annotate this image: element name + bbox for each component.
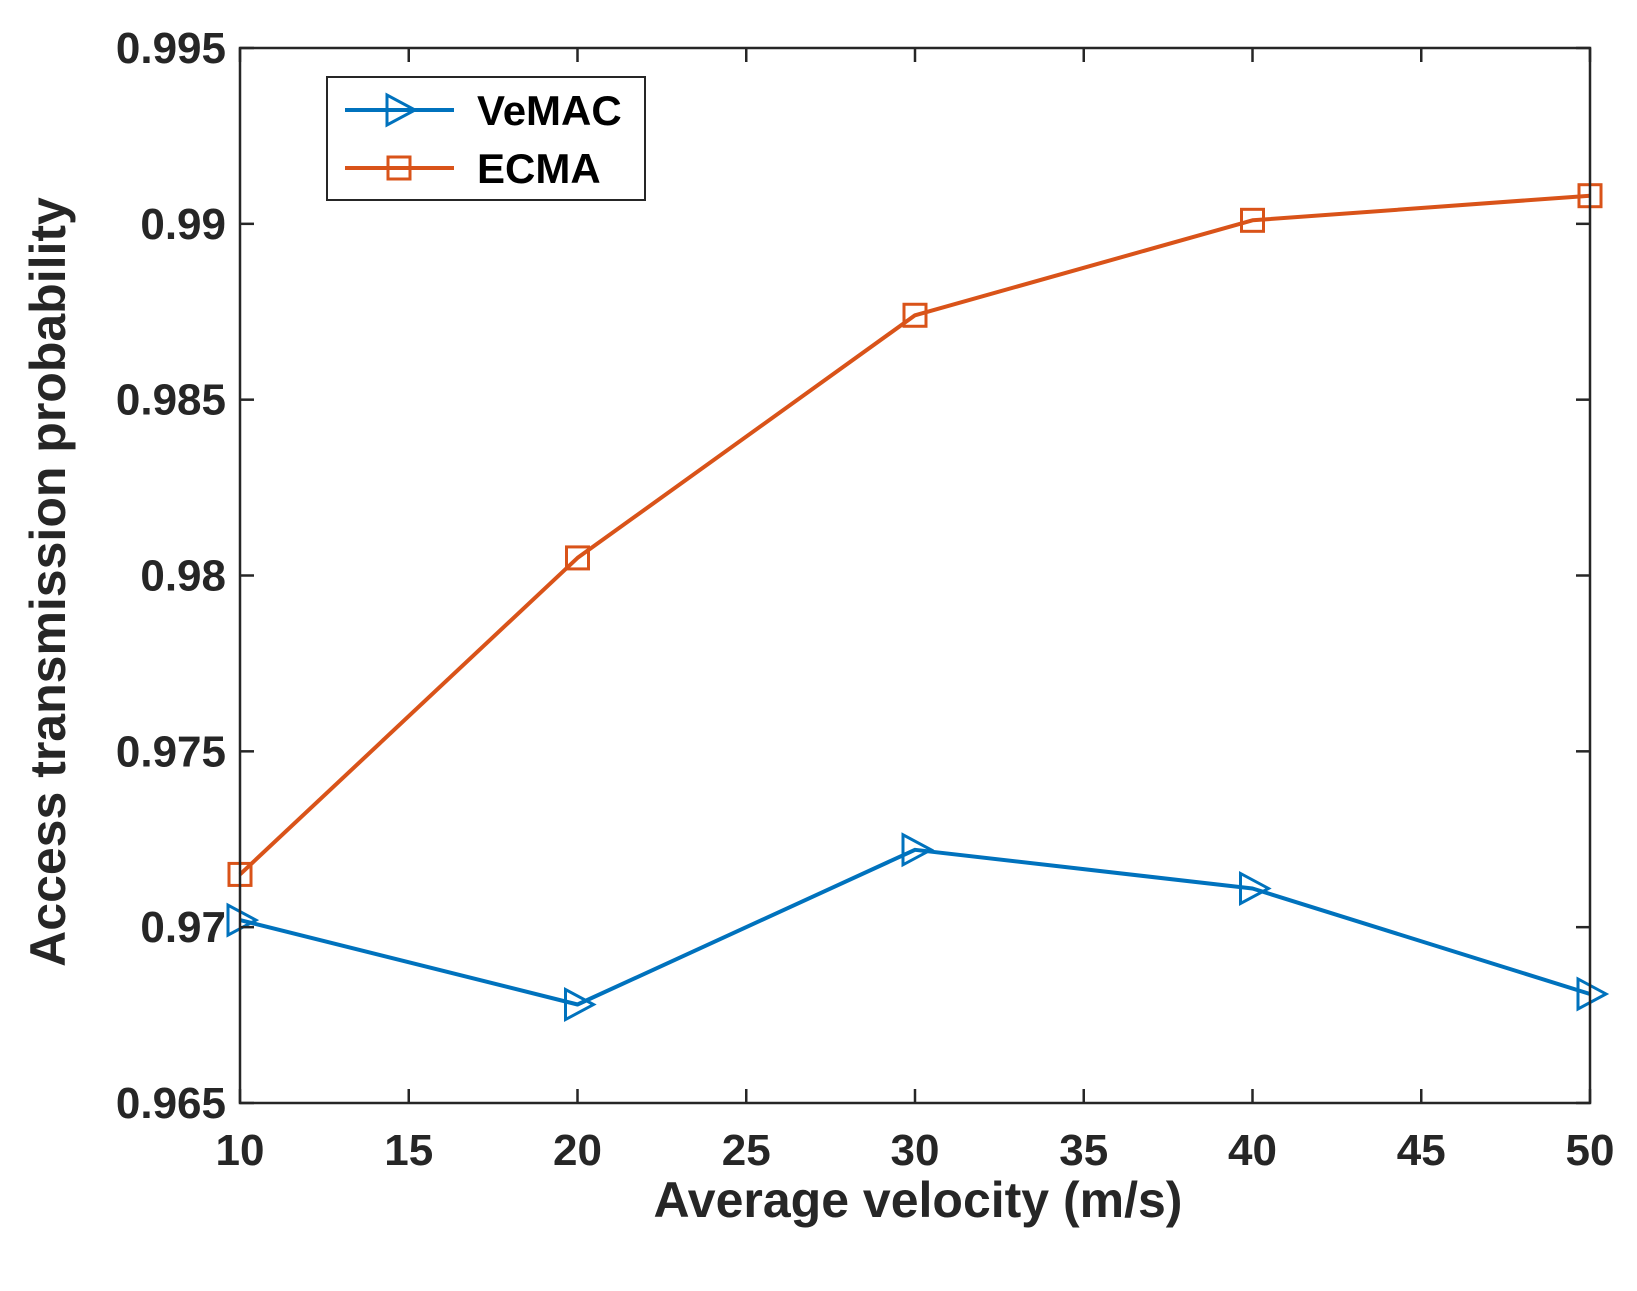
data-point-ecma [565,545,590,571]
legend-label-vemac: VeMAC [477,87,622,134]
legend-marker-ecma [386,155,412,181]
x-tick-label: 10 [216,1126,265,1175]
y-tick-label: 0.99 [140,200,226,249]
x-tick-label: 40 [1228,1126,1277,1175]
x-tick-label: 50 [1566,1126,1615,1175]
x-tick-label: 25 [722,1126,771,1175]
legend-label-ecma: ECMA [477,145,601,192]
x-tick-label: 15 [384,1126,433,1175]
x-tick-label: 30 [891,1126,940,1175]
data-point-vemac [1576,976,1610,1012]
data-point-vemac [901,832,935,868]
data-point-vemac [1239,870,1272,906]
y-axis-label: Access transmission probability [20,197,76,967]
y-tick-label: 0.975 [116,727,226,776]
x-tick-label: 45 [1397,1126,1446,1175]
x-tick-label: 20 [553,1126,602,1175]
data-point-vemac [564,987,597,1023]
series-layer [226,183,1610,1023]
legend: VeMAC ECMA [326,76,646,201]
data-point-ecma [1240,207,1265,233]
series-line-vemac [239,847,1591,1007]
data-point-ecma [902,302,928,328]
legend-marker-vemac [385,92,419,128]
y-tick-label: 0.98 [140,552,226,601]
axes-layer: 10 15 20 25 30 35 40 45 50 0.965 0.97 0.975 0.98 0.98… [116,24,1615,1175]
y-tick-label: 0.965 [116,1079,226,1128]
x-axis-label: Average velocity (m/s) [654,1172,1183,1228]
y-tick-label: 0.985 [116,376,226,425]
series-line-ecma [238,193,1591,876]
y-tick-label: 0.995 [116,24,226,73]
y-tick-label: 0.97 [140,903,226,952]
x-tick-label: 35 [1059,1126,1108,1175]
legend-box [326,76,646,201]
